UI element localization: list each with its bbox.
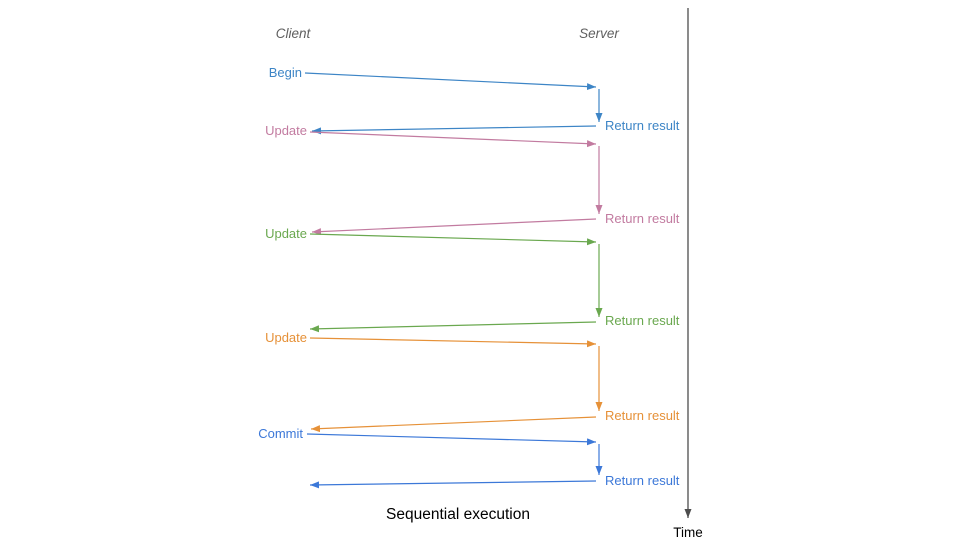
- return-result-label: Return result: [605, 473, 680, 488]
- request-line: [309, 131, 597, 148]
- operation-update-1: Update Return result: [265, 123, 680, 236]
- request-label: Update: [265, 123, 307, 138]
- operation-update-2: Update Return result: [265, 226, 680, 333]
- diagram-title: Sequential execution: [386, 506, 530, 523]
- request-label: Update: [265, 226, 307, 241]
- return-line: [309, 321, 597, 333]
- operation-commit: Commit Return result: [258, 426, 680, 489]
- request-label: Commit: [258, 426, 303, 441]
- return-result-label: Return result: [605, 118, 680, 133]
- server-column-header: Server: [579, 26, 619, 41]
- return-result-label: Return result: [605, 313, 680, 328]
- request-line: [304, 72, 597, 91]
- client-column-header: Client: [276, 26, 312, 41]
- request-line: [306, 433, 597, 446]
- return-line: [311, 125, 597, 135]
- request-line: [309, 233, 597, 246]
- operation-update-3: Update Return result: [265, 330, 680, 433]
- return-line: [311, 218, 597, 236]
- return-result-label: Return result: [605, 211, 680, 226]
- request-label: Update: [265, 330, 307, 345]
- time-axis-label: Time: [673, 525, 703, 540]
- operation-begin: Begin Return result: [269, 65, 680, 135]
- return-line: [310, 416, 597, 433]
- return-result-label: Return result: [605, 408, 680, 423]
- request-label: Begin: [269, 65, 302, 80]
- return-line: [309, 480, 597, 489]
- request-line: [309, 337, 597, 348]
